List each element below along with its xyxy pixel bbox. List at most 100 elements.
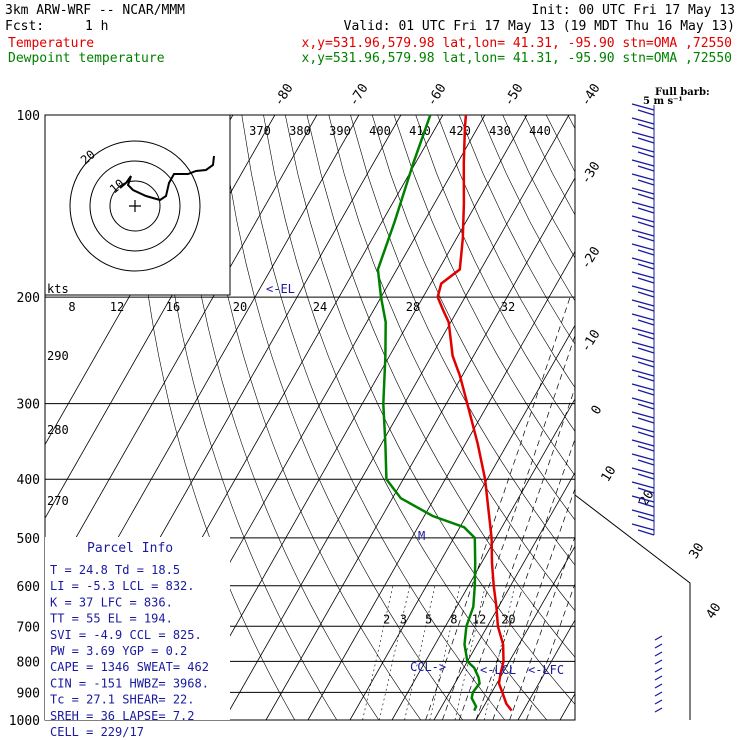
isotherm-label: -40: [578, 81, 603, 109]
parcel-info-row: Tc = 27.1 SHEAR= 22.: [50, 693, 195, 707]
skew-frame-edge: [574, 494, 691, 720]
parcel-info-row: CELL = 229/17: [50, 725, 144, 739]
ccl-marker: CCL->: [410, 660, 446, 674]
moist-adiabat: [458, 386, 575, 720]
mixing-ratio-label: 20: [501, 612, 515, 626]
isotherm-label: -20: [578, 244, 603, 272]
m-marker: M: [418, 529, 425, 543]
init-time: Init: 00 UTC Fri 17 May 13: [532, 3, 736, 18]
theta-label: 270: [47, 494, 69, 508]
pressure-tick-label: 100: [17, 109, 40, 124]
wind-barb: [631, 369, 655, 382]
dry-adiabat: [285, 115, 575, 705]
wind-barb: [654, 651, 663, 657]
plot-frame: [44, 114, 576, 721]
el-marker: <-EL: [266, 282, 295, 296]
wind-note-title: Full barb:: [655, 87, 710, 98]
lcl-marker: <-LCL: [480, 663, 516, 677]
isotherm-line: [223, 115, 570, 720]
wind-barb: [631, 299, 655, 312]
pressure-tick-label: 700: [17, 620, 40, 635]
pressure-tick-label: 600: [17, 580, 40, 595]
parcel-info-row: CAPE = 1346 SWEAT= 462: [50, 660, 209, 674]
mixing-ratio-label: 8: [450, 612, 457, 626]
theta-label: 380: [289, 124, 311, 138]
parcel-info-box: Parcel Info T = 24.8 Td = 18.5 LI = -5.3 …: [45, 537, 230, 739]
temperature-legend: Temperature: [8, 36, 94, 51]
theta-label: 370: [249, 124, 271, 138]
hodograph-box: [44, 114, 231, 296]
wind-barb: [631, 467, 655, 480]
dry-adiabat: [371, 115, 575, 521]
pressure-tick-label: 300: [17, 398, 40, 413]
temperature-profile: [436, 114, 513, 712]
wind-barb: [631, 411, 655, 424]
dry-adiabat: [306, 115, 575, 658]
theta-label: 440: [529, 124, 551, 138]
wind-barb: [631, 215, 655, 228]
dry-adiabat: [198, 115, 422, 720]
parcel-info-row: T = 24.8 Td = 18.5: [50, 563, 180, 577]
dry-adiabat: [350, 115, 575, 566]
parcel-info-row: SREH = 36 LAPSE= 7.2: [50, 709, 195, 723]
wind-barb: [631, 341, 655, 354]
pressure-tick-label: 900: [17, 686, 40, 701]
hodograph-trace: [119, 155, 215, 202]
isotherm-label: -50: [501, 81, 526, 109]
isotherm-label: 0: [589, 403, 606, 418]
theta-label: 290: [47, 349, 69, 363]
wind-barb: [631, 145, 655, 158]
moist-adiabat-label: 20: [233, 300, 247, 314]
theta-label: 390: [329, 124, 351, 138]
isotherm-label: 10: [599, 464, 620, 485]
hodograph-ring-middle: [89, 160, 181, 252]
wind-barb: [631, 243, 655, 256]
isotherm-label: 30: [687, 541, 708, 562]
wind-barb: [631, 173, 655, 186]
wind-barb: [631, 187, 655, 200]
hodograph-ring-inner: [109, 180, 161, 232]
isotherm-line: [265, 177, 575, 720]
wind-barb: [631, 439, 655, 452]
isotherm-line: [433, 471, 575, 720]
wind-barb: [631, 327, 655, 340]
isotherm-label: -60: [424, 81, 449, 109]
dry-adiabat: [437, 115, 575, 389]
dry-adiabat: [176, 115, 380, 720]
dewpoint-station-info: x,y=531.96,579.98 lat,lon= 41.31, -95.90…: [302, 51, 732, 66]
wind-barb: [631, 453, 655, 466]
isotherm-label: -80: [271, 81, 296, 109]
pressure-tick-label: 800: [17, 655, 40, 670]
wind-barb: [654, 643, 663, 649]
model-title: 3km ARW-WRF -- NCAR/MMM: [5, 3, 185, 18]
isotherm-line: [307, 250, 575, 720]
moist-adiabat-label: 12: [110, 300, 124, 314]
wind-barb: [631, 523, 655, 536]
dry-adiabat: [480, 115, 575, 302]
dry-adiabat: [590, 115, 740, 720]
dewpoint-profile: [376, 114, 481, 712]
mixing-ratio-label: 5: [425, 612, 432, 626]
wind-barb: [631, 481, 655, 494]
isotherm-line: [349, 324, 575, 720]
parcel-info-row: SVI = -4.9 CCL = 825.: [50, 628, 202, 642]
theta-label: 280: [47, 423, 69, 437]
wind-barb: [631, 397, 655, 410]
wind-barb: [631, 355, 655, 368]
parcel-info-row: K = 37 LFC = 836.: [50, 595, 173, 609]
mixing-ratio-line: [379, 585, 410, 720]
isotherm-label: -10: [578, 327, 603, 355]
temperature-station-info: x,y=531.96,579.98 lat,lon= 41.31, -95.90…: [302, 36, 732, 51]
dry-adiabat: [241, 115, 506, 720]
dry-adiabat: [524, 115, 575, 216]
isotherm-line: [181, 115, 528, 720]
pressure-tick-label: 1000: [9, 714, 40, 729]
dry-adiabat: [415, 115, 575, 432]
dry-adiabat: [393, 115, 575, 476]
moist-adiabat: [526, 582, 575, 720]
lfc-marker: <-LFC: [528, 663, 564, 677]
theta-label: 430: [489, 124, 511, 138]
dry-adiabat: [154, 115, 338, 720]
parcel-box-bg: [45, 537, 230, 720]
